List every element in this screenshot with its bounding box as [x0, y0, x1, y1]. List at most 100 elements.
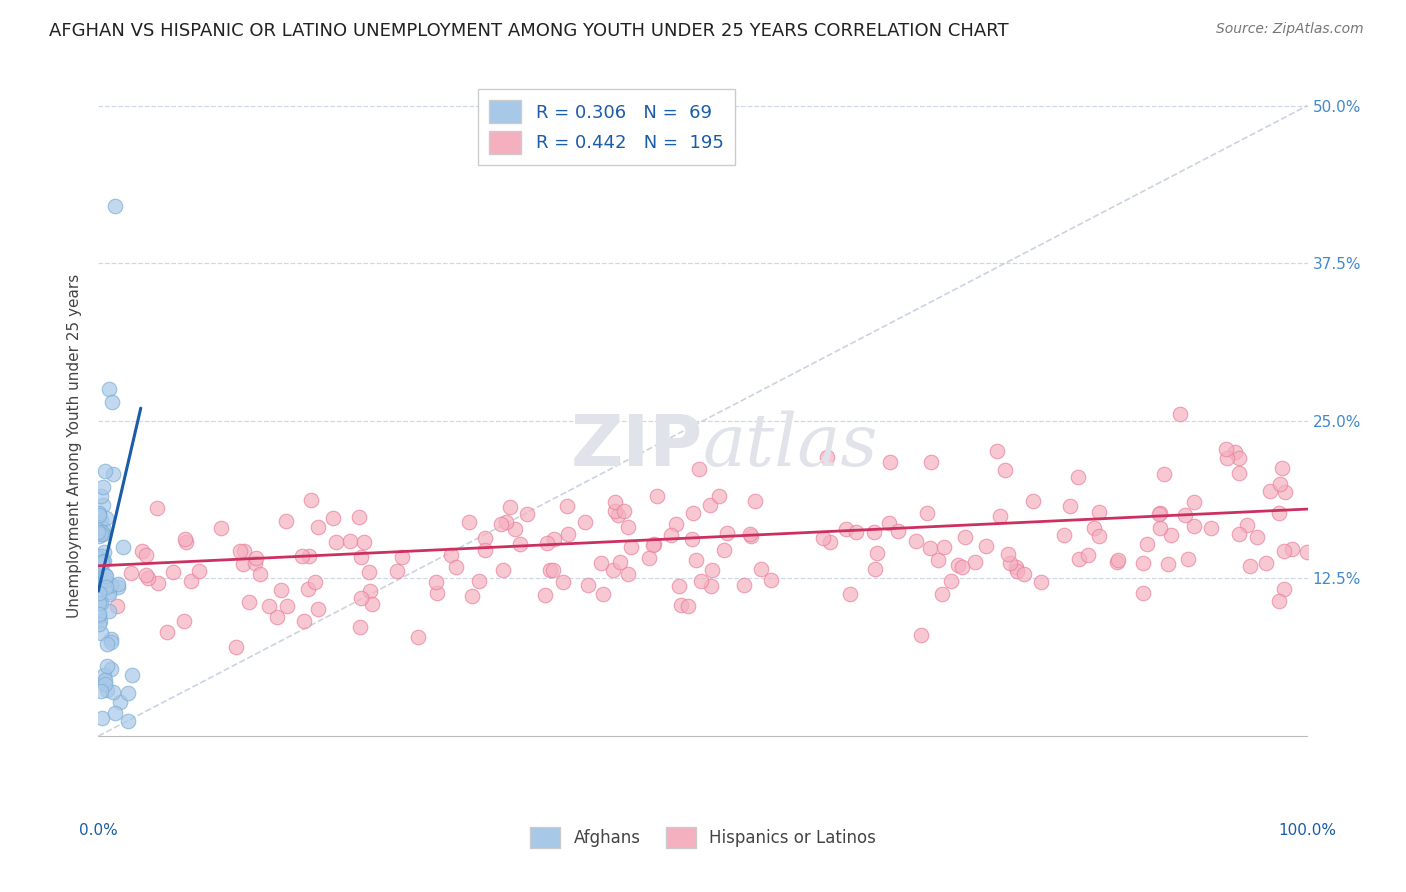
Point	[97, 585, 120, 599]
Point	[90, 527, 112, 541]
Point	[90, 596, 112, 610]
Point	[90, 513, 112, 527]
Point	[90, 556, 112, 570]
Point	[87, 529, 110, 543]
Point	[617, 566, 640, 581]
Point	[1005, 560, 1028, 574]
Point	[811, 531, 834, 545]
Point	[93, 568, 115, 582]
Point	[270, 583, 292, 598]
Point	[90, 557, 112, 571]
Point	[225, 640, 247, 654]
Point	[665, 517, 688, 532]
Point	[713, 542, 735, 557]
Point	[617, 520, 640, 534]
Point	[474, 531, 496, 545]
Point	[605, 504, 627, 518]
Point	[503, 522, 526, 536]
Point	[879, 455, 901, 469]
Point	[1182, 495, 1205, 509]
Point	[489, 516, 512, 531]
Point	[920, 454, 942, 468]
Point	[391, 549, 413, 564]
Point	[91, 480, 114, 494]
Point	[688, 461, 710, 475]
Point	[243, 556, 266, 570]
Point	[307, 520, 329, 534]
Point	[1005, 564, 1028, 578]
Point	[468, 574, 491, 589]
Point	[187, 565, 209, 579]
Point	[101, 684, 124, 698]
Point	[257, 599, 280, 614]
Point	[93, 554, 115, 568]
Point	[543, 533, 565, 547]
Point	[887, 524, 910, 538]
Point	[678, 599, 700, 613]
Point	[815, 450, 838, 464]
Point	[91, 554, 114, 568]
Point	[90, 683, 112, 698]
Point	[1132, 556, 1154, 570]
Point	[1107, 553, 1129, 567]
Point	[90, 549, 112, 563]
Point	[740, 529, 762, 543]
Point	[1132, 585, 1154, 599]
Point	[749, 562, 772, 576]
Point	[155, 624, 177, 639]
Point	[89, 551, 111, 566]
Point	[1157, 557, 1180, 571]
Point	[910, 628, 932, 642]
Point	[89, 577, 111, 591]
Text: ZIP: ZIP	[571, 411, 703, 481]
Point	[94, 464, 117, 478]
Point	[121, 667, 143, 681]
Point	[174, 535, 197, 549]
Point	[1173, 508, 1195, 522]
Point	[94, 569, 117, 583]
Point	[538, 563, 561, 577]
Point	[90, 626, 112, 640]
Point	[700, 578, 723, 592]
Point	[350, 591, 373, 606]
Point	[835, 522, 858, 536]
Point	[555, 499, 578, 513]
Point	[98, 382, 121, 396]
Point	[1271, 460, 1294, 475]
Point	[492, 563, 515, 577]
Point	[440, 548, 463, 562]
Point	[682, 506, 704, 520]
Point	[87, 516, 110, 530]
Point	[100, 395, 122, 409]
Point	[716, 525, 738, 540]
Point	[107, 577, 129, 591]
Point	[939, 574, 962, 588]
Point	[232, 558, 254, 572]
Point	[461, 590, 484, 604]
Point	[104, 706, 127, 721]
Point	[105, 599, 128, 614]
Point	[1184, 518, 1206, 533]
Point	[499, 500, 522, 515]
Point	[339, 534, 361, 549]
Point	[1059, 499, 1081, 513]
Point	[101, 467, 124, 481]
Point	[1160, 528, 1182, 542]
Point	[93, 545, 115, 559]
Point	[1067, 551, 1090, 566]
Point	[96, 658, 118, 673]
Point	[146, 576, 169, 591]
Point	[97, 587, 120, 601]
Point	[1149, 521, 1171, 535]
Point	[1147, 507, 1170, 521]
Point	[1274, 484, 1296, 499]
Point	[117, 686, 139, 700]
Point	[1239, 559, 1261, 574]
Point	[669, 598, 692, 612]
Point	[1216, 450, 1239, 465]
Point	[1053, 528, 1076, 542]
Point	[927, 553, 949, 567]
Point	[516, 508, 538, 522]
Point	[1168, 407, 1191, 421]
Point	[685, 552, 707, 566]
